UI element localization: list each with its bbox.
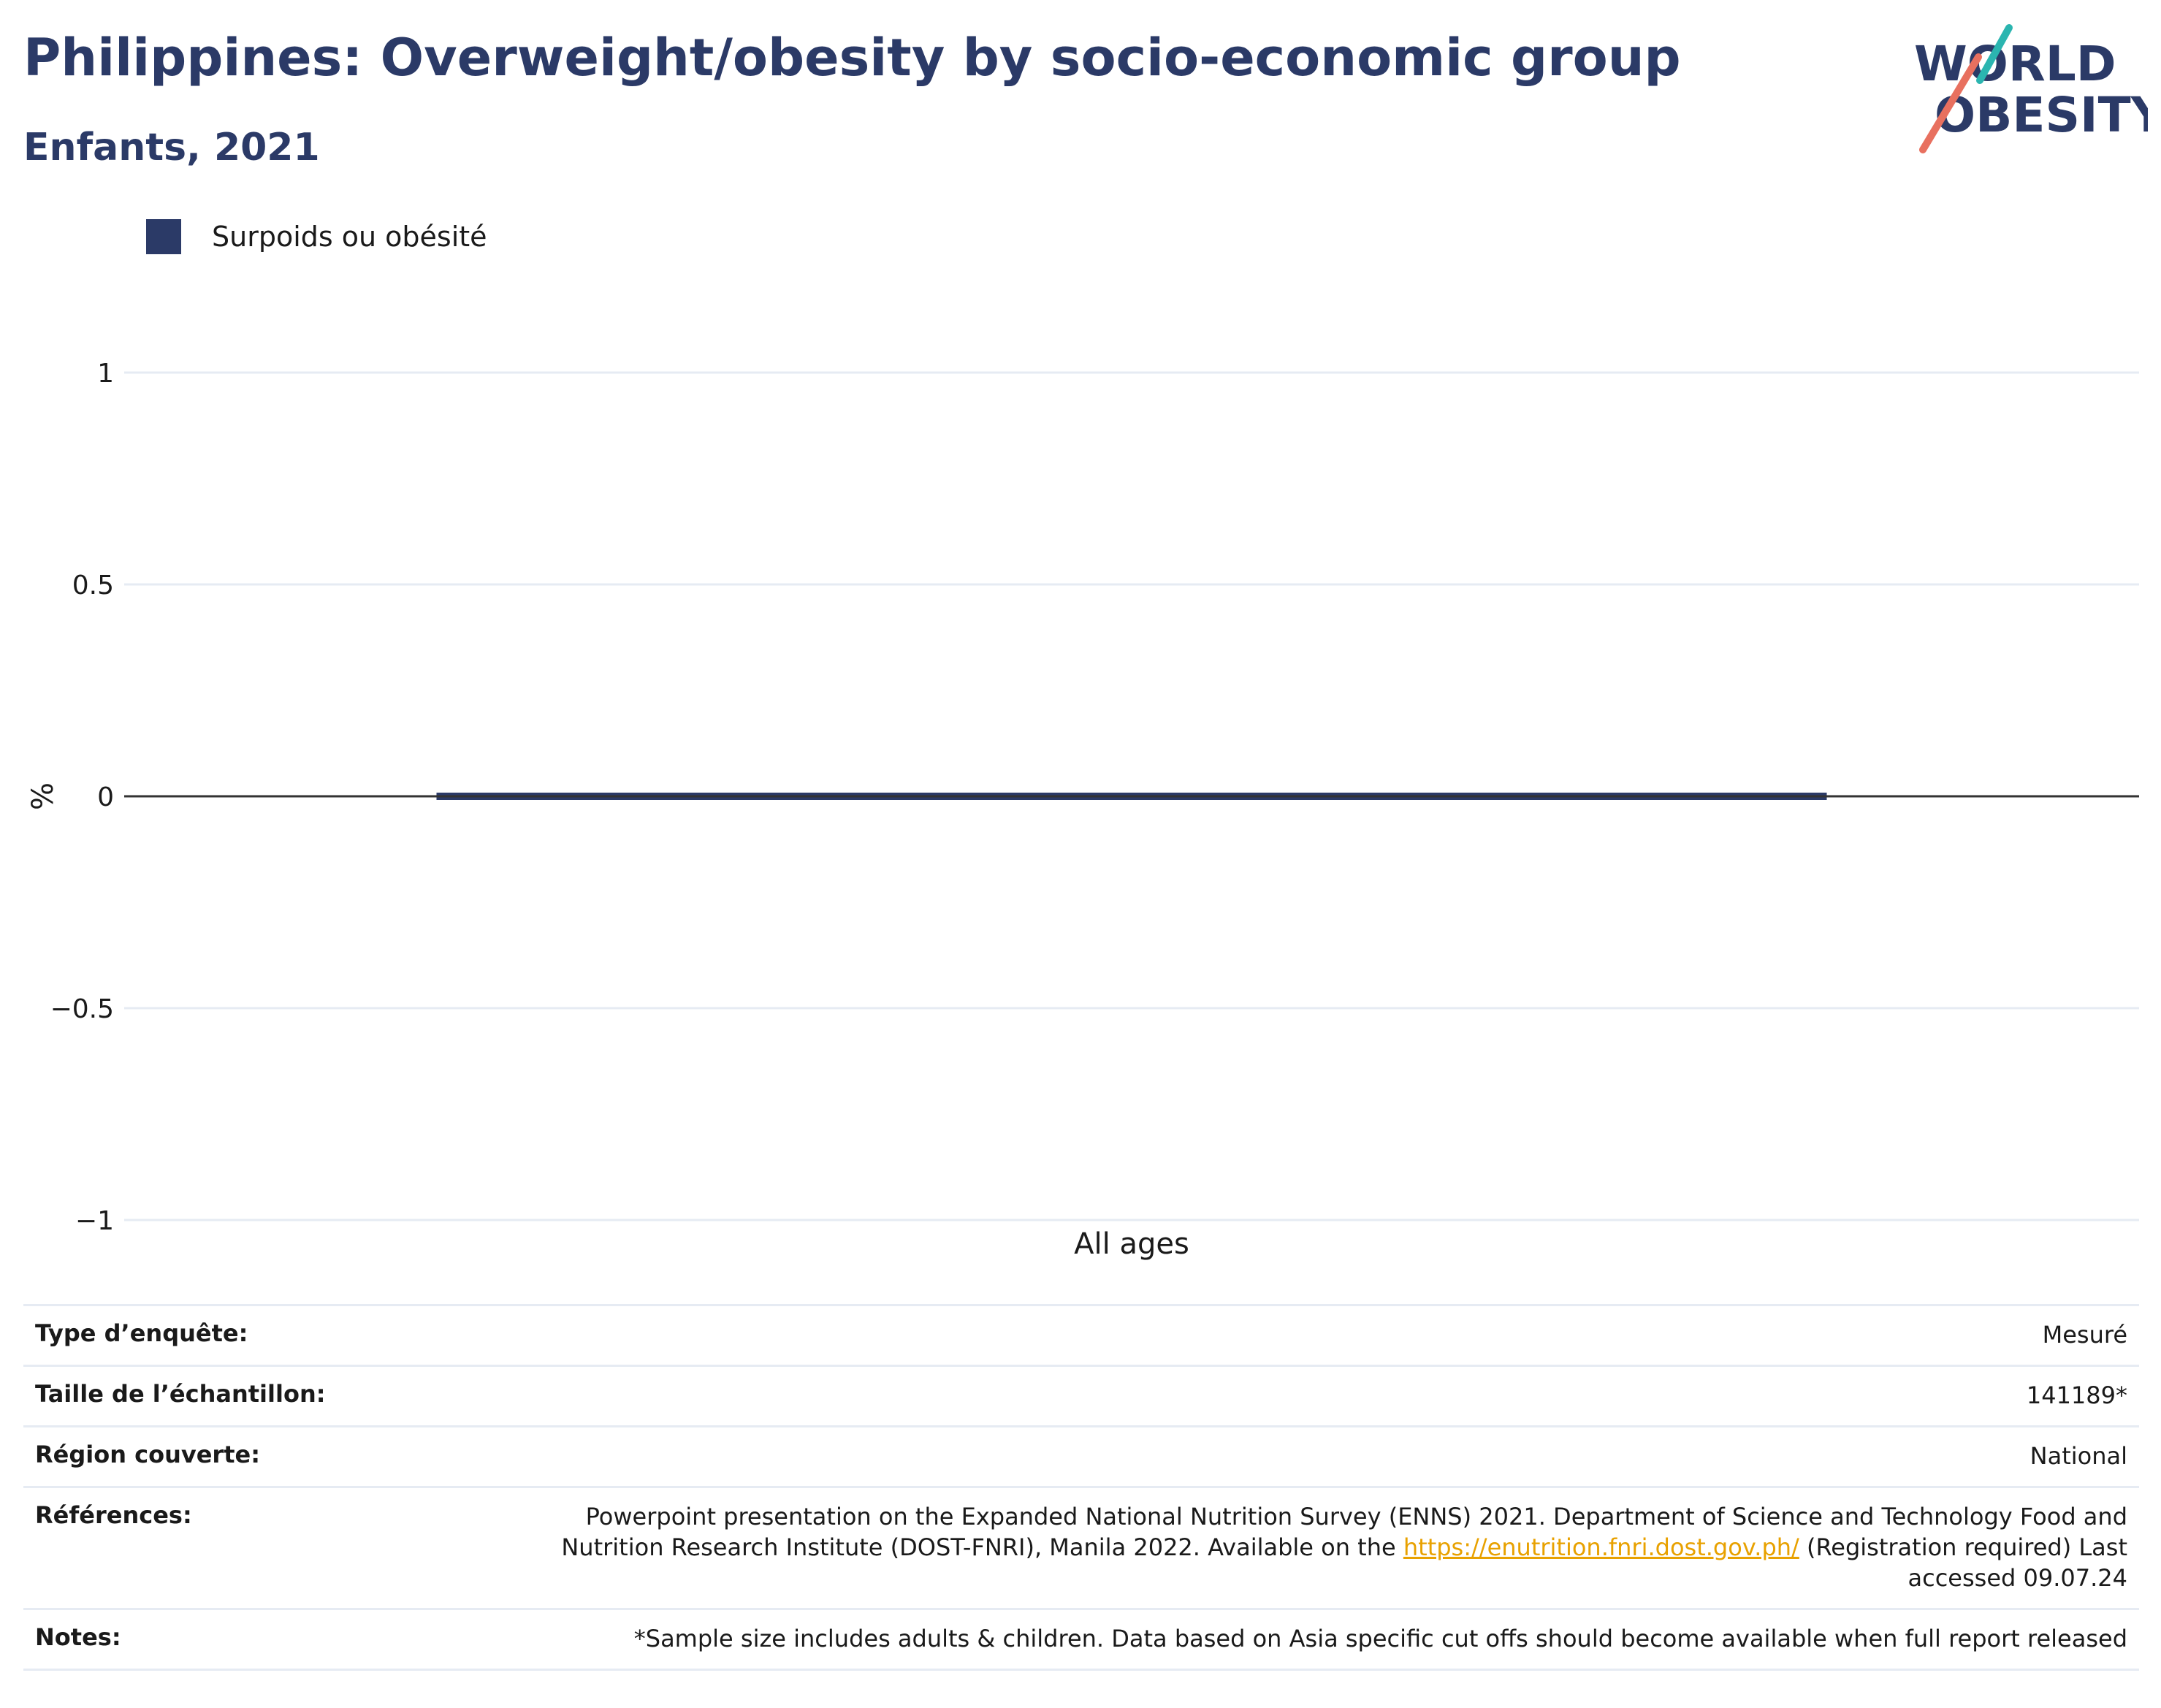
- y-axis-label: %: [26, 782, 60, 810]
- meta-row-survey-type: Type d’enquête: Mesuré: [23, 1304, 2139, 1365]
- x-tick-label: All ages: [1074, 1227, 1189, 1261]
- logo-word-world: WORLD: [1914, 36, 2116, 92]
- logo-slash-coral: [1919, 53, 1982, 153]
- meta-row-notes: Notes: *Sample size includes adults & ch…: [23, 1608, 2139, 1671]
- logo-word-obesity: OBESITY: [1935, 87, 2148, 143]
- meta-row-sample-size: Taille de l’échantillon: 141189*: [23, 1365, 2139, 1425]
- logo-slash-teal: [1976, 24, 2013, 84]
- page-title: Philippines: Overweight/obesity by socio…: [23, 28, 1681, 88]
- region-value: National: [2029, 1442, 2127, 1470]
- world-obesity-logo: WORLD OBESITY: [1914, 24, 2148, 153]
- y-tick-label: −0.5: [50, 994, 114, 1024]
- y-tick-label: −1: [75, 1206, 114, 1236]
- notes-label: Notes:: [35, 1623, 121, 1651]
- sample-size-label: Taille de l’échantillon:: [35, 1380, 326, 1408]
- survey-type-label: Type d’enquête:: [35, 1319, 248, 1347]
- legend-swatch: [146, 219, 181, 254]
- meta-row-references: Références: Powerpoint presentation on t…: [23, 1486, 2139, 1608]
- bar-chart: 1 0.5 0 −0.5 −1% All ages: [26, 359, 2139, 1261]
- sample-size-value: 141189*: [2026, 1381, 2127, 1409]
- chart-legend[interactable]: Surpoids ou obésité: [146, 216, 487, 257]
- y-tick-label: 0.5: [72, 571, 114, 601]
- survey-type-value: Mesuré: [2042, 1321, 2127, 1349]
- page-subtitle: Enfants, 2021: [23, 126, 320, 169]
- metadata-table: Type d’enquête: Mesuré Taille de l’échan…: [23, 1304, 2139, 1671]
- meta-row-region: Région couverte: National: [23, 1425, 2139, 1486]
- references-text-before: Powerpoint presentation on the Expanded …: [561, 1503, 2127, 1561]
- region-label: Région couverte:: [35, 1441, 260, 1468]
- legend-label: Surpoids ou obésité: [212, 221, 487, 253]
- references-label: Références:: [35, 1501, 192, 1529]
- references-link[interactable]: https://enutrition.fnri.dost.gov.ph/: [1403, 1533, 1799, 1561]
- y-tick-label: 0: [97, 782, 114, 812]
- references-text-after: (Registration required) Last accessed 09…: [1799, 1533, 2127, 1592]
- references-value: Powerpoint presentation on the Expanded …: [520, 1501, 2127, 1593]
- notes-value: *Sample size includes adults & children.…: [633, 1625, 2127, 1652]
- y-tick-label: 1: [97, 359, 114, 389]
